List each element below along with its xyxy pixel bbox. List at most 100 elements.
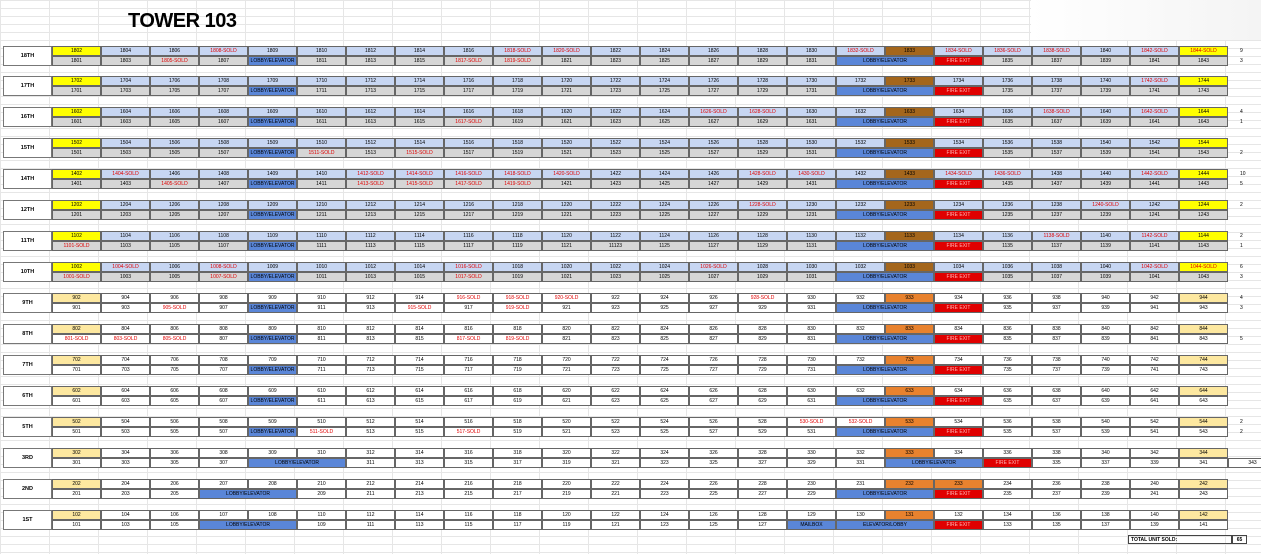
unit-cell[interactable]: 1008-SOLD: [199, 262, 248, 272]
unit-cell[interactable]: 714: [395, 355, 444, 365]
unit-cell[interactable]: 111: [346, 520, 395, 530]
unit-cell[interactable]: 516: [444, 417, 493, 427]
unit-cell[interactable]: 718: [493, 355, 542, 365]
unit-cell[interactable]: 1022: [591, 262, 640, 272]
unit-cell[interactable]: 1442-SOLD: [1130, 169, 1179, 179]
unit-cell[interactable]: 920-SOLD: [542, 293, 591, 303]
fire-exit-cell[interactable]: FIRE EXIT: [934, 56, 983, 66]
unit-cell[interactable]: 1824: [640, 46, 689, 56]
fire-exit-cell[interactable]: FIRE EXIT: [934, 272, 983, 282]
unit-cell[interactable]: 1120: [542, 231, 591, 241]
unit-cell[interactable]: 707: [199, 365, 248, 375]
unit-cell[interactable]: 1203: [101, 210, 150, 220]
unit-cell[interactable]: 1440: [1081, 169, 1130, 179]
unit-cell[interactable]: 816: [444, 324, 493, 334]
unit-cell[interactable]: 512: [346, 417, 395, 427]
unit-cell[interactable]: 511-SOLD: [297, 427, 346, 437]
unit-cell[interactable]: 812: [346, 324, 395, 334]
unit-cell[interactable]: 1512: [346, 138, 395, 148]
unit-cell[interactable]: 1425: [640, 179, 689, 189]
unit-cell[interactable]: 540: [1081, 417, 1130, 427]
unit-cell[interactable]: 633: [885, 386, 934, 396]
unit-cell[interactable]: 532-SOLD: [836, 417, 885, 427]
unit-cell[interactable]: 1404-SOLD: [101, 169, 150, 179]
unit-cell[interactable]: 218: [493, 479, 542, 489]
lobby-elevator-cell[interactable]: LOBBY/ELEVATOR: [248, 458, 346, 468]
unit-cell[interactable]: 1715: [395, 86, 444, 96]
unit-cell[interactable]: 644: [1179, 386, 1228, 396]
unit-cell[interactable]: 1121: [542, 241, 591, 251]
unit-cell[interactable]: 807: [199, 334, 248, 344]
unit-cell[interactable]: 205: [150, 489, 199, 499]
unit-cell[interactable]: 721: [542, 365, 591, 375]
unit-cell[interactable]: 543: [1179, 427, 1228, 437]
unit-cell[interactable]: 732: [836, 355, 885, 365]
unit-cell[interactable]: 1122: [591, 231, 640, 241]
unit-cell[interactable]: 1216: [444, 200, 493, 210]
unit-cell[interactable]: 1738: [1032, 76, 1081, 86]
unit-cell[interactable]: 1019: [493, 272, 542, 282]
unit-cell[interactable]: 204: [101, 479, 150, 489]
unit-cell[interactable]: 121: [591, 520, 640, 530]
unit-cell[interactable]: 510: [297, 417, 346, 427]
unit-cell[interactable]: 110: [297, 510, 346, 520]
unit-cell[interactable]: 220: [542, 479, 591, 489]
unit-cell[interactable]: 1741: [1130, 86, 1179, 96]
unit-cell[interactable]: 1821: [542, 56, 591, 66]
unit-cell[interactable]: 634: [934, 386, 983, 396]
unit-cell[interactable]: 1007-SOLD: [199, 272, 248, 282]
unit-cell[interactable]: 1705: [150, 86, 199, 96]
unit-cell[interactable]: 1744: [1179, 76, 1228, 86]
unit-cell[interactable]: 930: [787, 293, 836, 303]
unit-cell[interactable]: 733: [885, 355, 934, 365]
unit-cell[interactable]: 1004-SOLD: [101, 262, 150, 272]
unit-cell[interactable]: 913: [346, 303, 395, 313]
unit-cell[interactable]: 1212: [346, 200, 395, 210]
unit-cell[interactable]: 629: [738, 396, 787, 406]
unit-cell[interactable]: 310: [297, 448, 346, 458]
unit-cell[interactable]: 1024: [640, 262, 689, 272]
unit-cell[interactable]: 118: [493, 510, 542, 520]
unit-cell[interactable]: 1732: [836, 76, 885, 86]
unit-cell[interactable]: 520: [542, 417, 591, 427]
unit-cell[interactable]: 1136: [983, 231, 1032, 241]
unit-cell[interactable]: 811: [297, 334, 346, 344]
unit-cell[interactable]: 1535: [983, 148, 1032, 158]
unit-cell[interactable]: 730: [787, 355, 836, 365]
unit-cell[interactable]: 704: [101, 355, 150, 365]
unit-cell[interactable]: 1819-SOLD: [493, 56, 542, 66]
floor-label[interactable]: 7TH: [3, 355, 52, 375]
unit-cell[interactable]: 1513: [346, 148, 395, 158]
unit-cell[interactable]: 1637: [1032, 117, 1081, 127]
unit-cell[interactable]: 1426: [689, 169, 738, 179]
unit-cell[interactable]: 502: [52, 417, 101, 427]
unit-cell[interactable]: 1813: [346, 56, 395, 66]
unit-cell[interactable]: 338: [1032, 448, 1081, 458]
unit-cell[interactable]: 117: [493, 520, 542, 530]
lobby-elevator-cell[interactable]: LOBBY/ELEVATOR: [248, 86, 297, 96]
unit-cell[interactable]: 604: [101, 386, 150, 396]
unit-cell[interactable]: 1514: [395, 138, 444, 148]
unit-cell[interactable]: 1640: [1081, 107, 1130, 117]
unit-cell[interactable]: 1831: [787, 56, 836, 66]
unit-cell[interactable]: 1620: [542, 107, 591, 117]
unit-cell[interactable]: 801-SOLD: [52, 334, 101, 344]
fire-exit-cell[interactable]: FIRE EXIT: [934, 303, 983, 313]
unit-cell[interactable]: 944: [1179, 293, 1228, 303]
unit-cell[interactable]: 315: [444, 458, 493, 468]
unit-cell[interactable]: 505: [150, 427, 199, 437]
unit-cell[interactable]: 929: [738, 303, 787, 313]
unit-cell[interactable]: 831: [787, 334, 836, 344]
total-sold-value[interactable]: 65: [1232, 535, 1247, 544]
unit-cell[interactable]: 928-SOLD: [738, 293, 787, 303]
unit-cell[interactable]: 1835: [983, 56, 1032, 66]
unit-cell[interactable]: 323: [640, 458, 689, 468]
unit-cell[interactable]: 1807: [199, 56, 248, 66]
unit-cell[interactable]: 1235: [983, 210, 1032, 220]
unit-cell[interactable]: 601: [52, 396, 101, 406]
unit-cell[interactable]: 712: [346, 355, 395, 365]
unit-cell[interactable]: 1132: [836, 231, 885, 241]
unit-cell[interactable]: 628: [738, 386, 787, 396]
unit-cell[interactable]: 124: [640, 510, 689, 520]
floor-label[interactable]: 8TH: [3, 324, 52, 344]
